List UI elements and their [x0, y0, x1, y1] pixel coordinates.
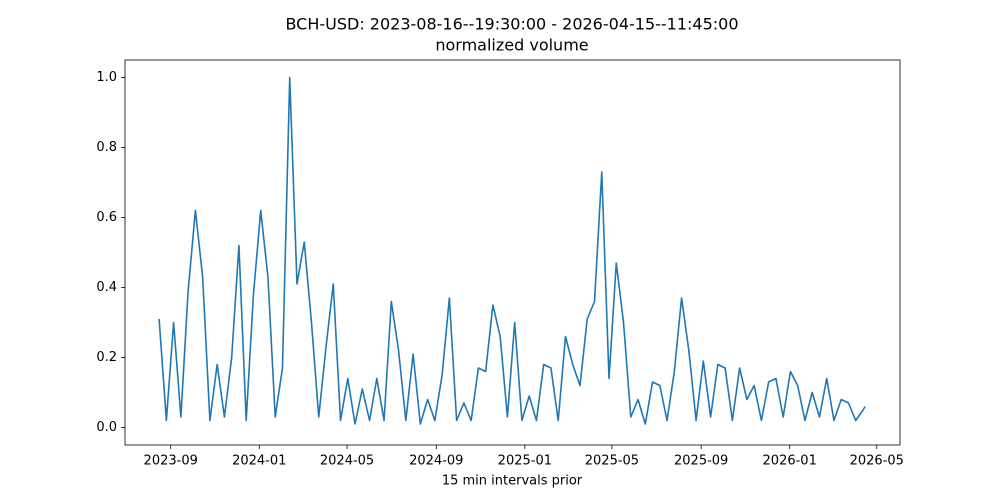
x-tick-label: 2024-09 — [409, 454, 463, 469]
axes-frame — [124, 59, 901, 446]
y-tick-label: 0.8 — [96, 140, 117, 155]
x-tick-label: 2024-01 — [232, 454, 286, 469]
chart-subtitle: normalized volume — [435, 36, 588, 55]
x-tick-label: 2025-05 — [585, 454, 639, 469]
y-tick-label: 0.0 — [96, 420, 117, 435]
y-tick-label: 0.6 — [96, 210, 117, 225]
x-tick-label: 2025-09 — [674, 454, 728, 469]
plot-area — [158, 76, 866, 425]
x-tick-label: 2026-05 — [850, 454, 904, 469]
x-tick-label: 2024-05 — [320, 454, 374, 469]
x-axis-label: 15 min intervals prior — [442, 474, 583, 489]
y-tick-label: 1.0 — [96, 70, 117, 85]
x-tick-label: 2023-09 — [144, 454, 198, 469]
y-tick-label: 0.4 — [96, 280, 117, 295]
x-tick-label: 2026-01 — [763, 454, 817, 469]
data-line — [158, 76, 866, 425]
y-tick-label: 0.2 — [96, 350, 117, 365]
x-tick-label: 2025-01 — [498, 454, 552, 469]
chart-title: BCH-USD: 2023-08-16--19:30:00 - 2026-04-… — [285, 15, 738, 34]
